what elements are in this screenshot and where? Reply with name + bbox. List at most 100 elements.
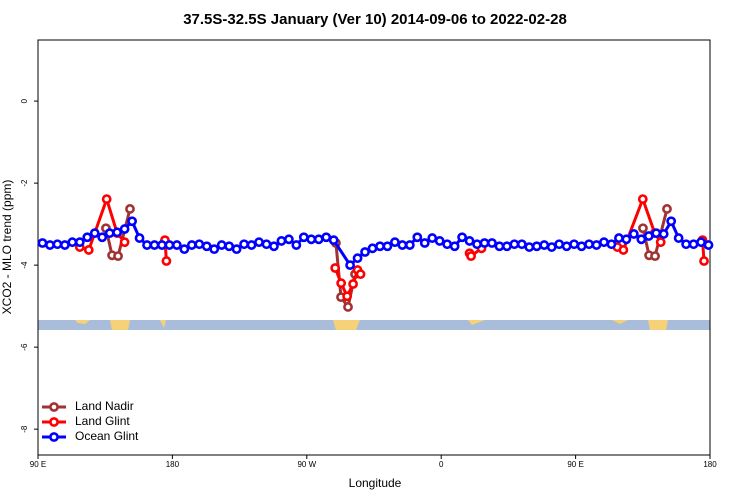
chart-title: 37.5S-32.5S January (Ver 10) 2014-09-06 … (183, 11, 567, 28)
point (466, 251, 476, 262)
point (209, 244, 220, 255)
point (479, 238, 490, 248)
point (494, 241, 505, 252)
point (569, 239, 580, 250)
legend-label: Land Nadir (75, 399, 134, 413)
legend-label: Land Glint (75, 414, 130, 428)
point (276, 236, 287, 246)
legend-marker (49, 402, 59, 412)
map-strip (38, 320, 710, 330)
point (142, 240, 152, 250)
point (404, 240, 415, 250)
point (576, 241, 587, 252)
point (681, 239, 692, 250)
point (367, 243, 378, 254)
point (628, 229, 639, 239)
point (321, 232, 332, 243)
point (397, 240, 408, 250)
x-tick-label: 90 E (30, 460, 46, 469)
point (591, 240, 602, 250)
point (375, 241, 385, 252)
point (434, 236, 445, 246)
point (82, 232, 93, 243)
point (134, 233, 145, 243)
point (651, 228, 662, 239)
point (291, 240, 302, 250)
y-tick-label: 0 (20, 98, 29, 103)
point (269, 241, 279, 252)
legend-label: Ocean Glint (75, 429, 139, 443)
point (561, 241, 572, 252)
x-tick-label: 90 W (297, 460, 316, 469)
point (149, 240, 160, 250)
point (67, 237, 78, 248)
point (119, 237, 130, 248)
point (699, 256, 709, 266)
x-tick-label: 0 (439, 460, 444, 469)
point (516, 239, 527, 250)
point (427, 233, 438, 243)
point (283, 234, 294, 245)
point (246, 240, 257, 250)
point (655, 237, 666, 248)
point (345, 260, 356, 271)
point (119, 224, 130, 234)
point (342, 291, 353, 302)
point (599, 237, 609, 248)
point (442, 239, 453, 250)
point (343, 302, 353, 312)
point (638, 223, 648, 234)
point (637, 194, 648, 205)
point (52, 239, 63, 250)
point (89, 228, 100, 239)
point (688, 239, 699, 250)
point (261, 239, 272, 250)
point (412, 232, 423, 243)
point (101, 194, 112, 205)
point (112, 227, 123, 238)
point (224, 241, 235, 252)
point (662, 204, 672, 214)
point (621, 234, 632, 245)
point (194, 239, 205, 250)
point (164, 240, 175, 250)
point (382, 241, 393, 252)
point (618, 245, 629, 255)
point (254, 237, 264, 248)
point (239, 239, 249, 250)
point (74, 237, 85, 248)
legend-marker (49, 432, 59, 442)
point (97, 232, 108, 243)
y-tick-label: -8 (20, 425, 29, 433)
point (171, 240, 182, 250)
point (650, 251, 660, 262)
point (216, 240, 227, 250)
point (125, 204, 135, 214)
point (336, 278, 347, 289)
point (539, 240, 550, 250)
point (554, 239, 565, 250)
y-axis-label: XCO2 - MLO trend (ppm) (0, 180, 14, 315)
point (584, 239, 594, 250)
point (666, 216, 677, 227)
point (231, 244, 242, 255)
point (330, 263, 341, 273)
point (464, 236, 475, 246)
point (59, 240, 70, 250)
point (531, 241, 542, 252)
point (509, 239, 520, 250)
point (472, 239, 482, 250)
point (524, 242, 535, 252)
point (83, 245, 94, 255)
y-tick-label: -6 (20, 343, 29, 351)
y-tick-label: -4 (20, 261, 29, 269)
point (179, 244, 190, 255)
point (643, 231, 654, 241)
point (127, 216, 137, 227)
point (696, 237, 706, 248)
point (360, 247, 370, 257)
point (449, 241, 460, 252)
point (313, 234, 324, 245)
